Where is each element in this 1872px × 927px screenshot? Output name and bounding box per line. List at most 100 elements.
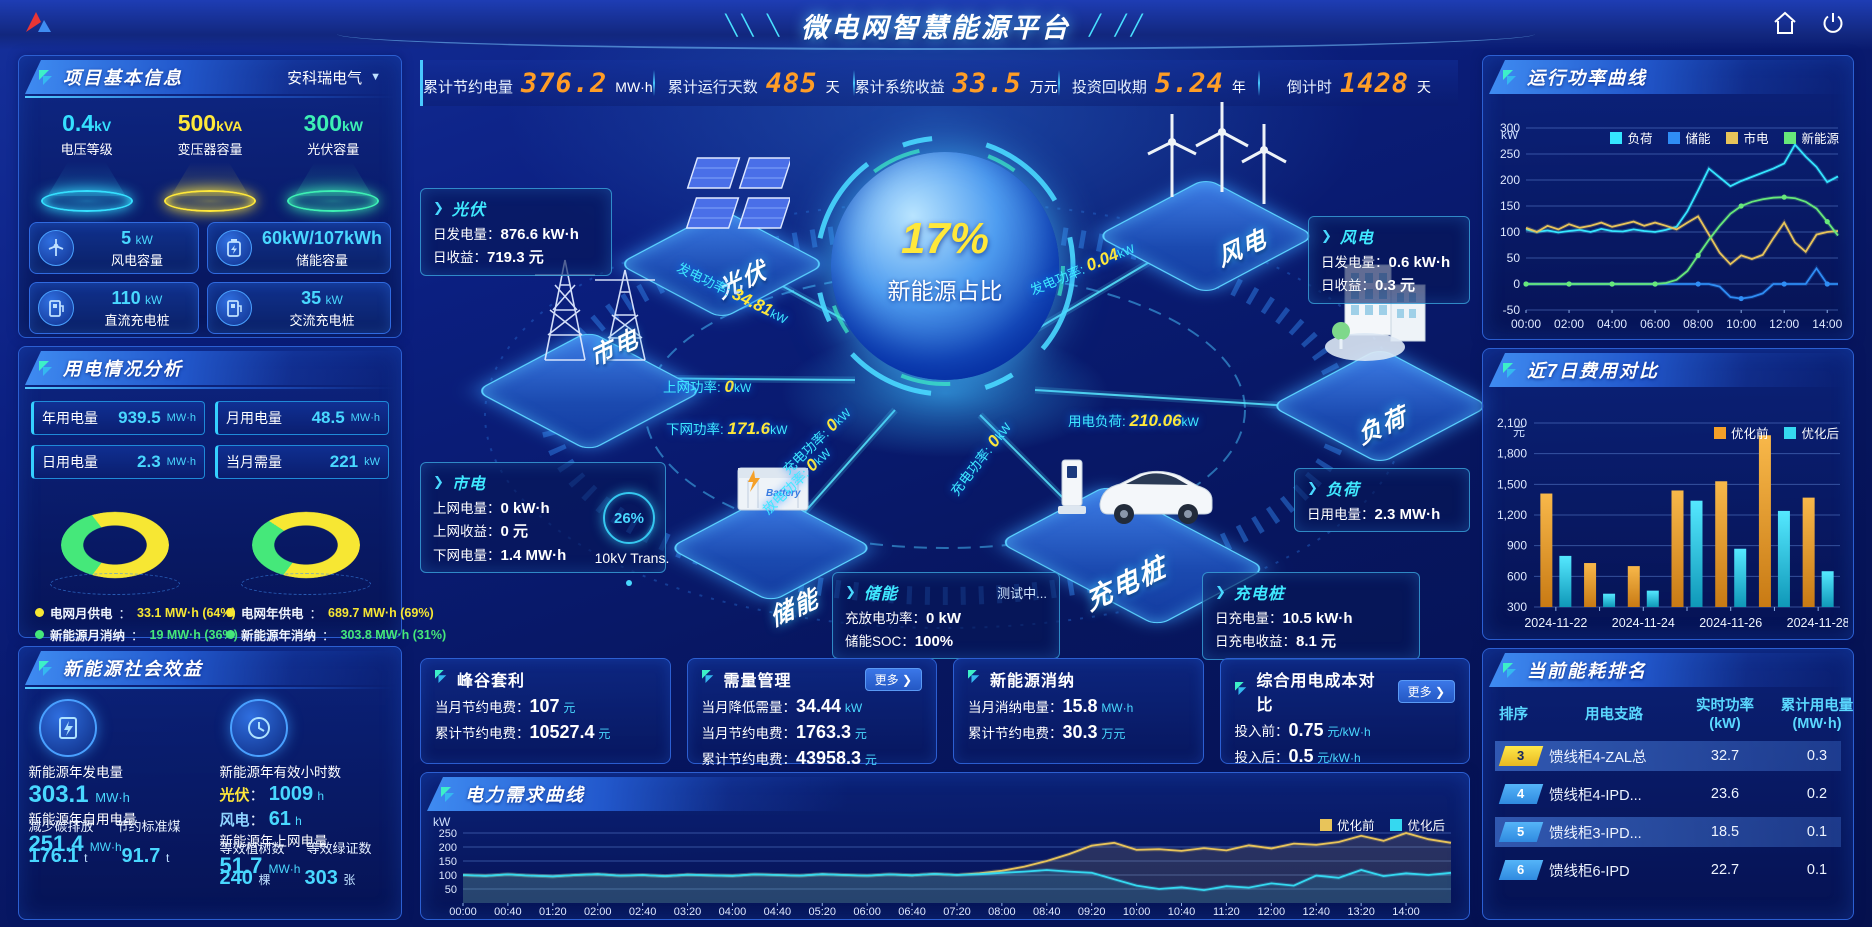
wind-turbine-icon	[38, 230, 74, 266]
pod-light-cone	[294, 162, 373, 196]
ranking-table: 排序 用电支路 实时功率 (kW) 累计用电量 (MW·h) 3 馈线柜4-ZAL总 32…	[1483, 687, 1853, 885]
storage-info-card: ❯储能 测试中... 充放电功率0 kW 储能SOC100%	[832, 572, 1060, 659]
kpi-label: 累计系统收益	[854, 78, 945, 96]
donut-chart	[251, 511, 360, 579]
benefit-row-unit: 元	[563, 701, 576, 715]
ranking-header-cell: 用电支路	[1585, 707, 1643, 724]
legend-swatch-icon	[1713, 426, 1726, 439]
capacity-card-value: 5 kW	[84, 228, 190, 249]
legend-swatch-icon	[1784, 131, 1797, 144]
card-arrow-icon: ❯	[433, 200, 444, 215]
benefit-row-unit: 万元	[1101, 727, 1126, 741]
capacity-card-label: 交流充电桩	[289, 312, 355, 328]
benefit-card-header: 综合用电成本对比 更多 ❯	[1234, 667, 1455, 715]
table-row[interactable]: 4 馈线柜4-IPD... 23.6 0.2	[1495, 779, 1841, 809]
capacity-card-label: 直流充电桩	[104, 312, 170, 328]
pod-value: 300kW	[278, 110, 388, 137]
kpi-label: 累计节约电量	[423, 78, 514, 96]
svg-text:00:00: 00:00	[449, 906, 477, 918]
donut-base-ring	[240, 573, 371, 595]
table-row[interactable]: 3 馈线柜4-ZAL总 32.7 0.3	[1495, 741, 1841, 772]
svg-text:100: 100	[1500, 225, 1520, 239]
panel-usage-analysis: 用电情况分析 年用电量 939.5 MW·h 月用电量 48.5 MW·h 日用电量 2.3 M…	[18, 346, 446, 643]
usage-stat: 年用电量 939.5 MW·h	[31, 401, 205, 435]
benefit-card-title: 峰谷套利	[457, 673, 526, 690]
social-left-column: 新能源年发电量 303.1 MW·h 新能源年自用电量 减少碳排放 节约标准煤 2…	[29, 697, 201, 889]
svg-text:150: 150	[439, 856, 457, 868]
legend-label: 新能源月消纳	[50, 629, 126, 643]
pod-label: 电压等级	[60, 142, 113, 157]
panel-corner-icon	[1503, 362, 1516, 378]
kpi-value: 376.2	[521, 67, 608, 99]
table-row[interactable]: 5 馈线柜3-IPD... 18.5 0.1	[1495, 817, 1841, 848]
supply-donut: 电网年供电： 689.7 MW·h (69%) 新能源年消纳： 303.8 MW·h …	[218, 489, 446, 644]
legend-swatch-icon	[1319, 818, 1332, 831]
benefit-row: 累计节约电费43958.3 元	[702, 748, 923, 769]
capacity-card-label: 风电容量	[110, 252, 163, 268]
table-row[interactable]: 6 馈线柜6-IPD 22.7 0.1	[1495, 855, 1841, 885]
kpi-bar: 累计节约电量 376.2 MW·h 累计运行天数 485 天累计系统收益 33.5 万元 投资回…	[420, 60, 1458, 106]
svg-text:1,800: 1,800	[1497, 447, 1527, 461]
legend-item: 新能源	[1784, 128, 1839, 147]
home-icon[interactable]	[1772, 10, 1798, 36]
social-right-column: 新能源年有效小时数 光伏： 1009 h 风电： 61 h 新能源年上网电量 等…	[220, 697, 392, 889]
power-icon[interactable]	[1820, 10, 1846, 36]
pod-value: 0.4kV	[32, 110, 142, 137]
panel-title: 当前能耗排名	[1527, 661, 1647, 681]
panel-title: 新能源社会效益	[63, 659, 203, 679]
rank-badge: 5	[1498, 822, 1544, 843]
benefit-row: 当月节约电费1763.3 元	[702, 722, 923, 743]
text: kW	[135, 232, 153, 247]
benefit-row-value: 43958.3	[796, 748, 862, 768]
svg-text:11:20: 11:20	[1213, 906, 1240, 918]
ranking-rank-cell: 3	[1495, 746, 1547, 767]
legend-item: 优化后	[1784, 423, 1839, 442]
pv-hours: 光伏： 1009 h	[219, 783, 325, 805]
text: 0.4	[62, 110, 95, 136]
svg-text:1,200: 1,200	[1497, 508, 1527, 522]
legend-swatch-icon	[1610, 131, 1623, 144]
panel-social-benefit: 新能源社会效益 新能源年发电量 303.1 MW·h 新能源年自用电量 减少碳排…	[18, 646, 402, 920]
capacity-card: 60kW/107kWh 储能容量	[206, 222, 391, 274]
social-metric-label: 新能源年发电量	[28, 765, 124, 780]
text: 5	[121, 227, 132, 248]
benefit-row-value: 1763.3	[796, 722, 852, 742]
card-arrow-icon: ❯	[845, 584, 856, 599]
pod-value: 500kVA	[155, 110, 265, 137]
renewable-share-label: 新能源占比	[887, 278, 1003, 304]
ranking-branch-cell: 馈线柜3-IPD...	[1549, 825, 1642, 842]
svg-text:06:40: 06:40	[898, 906, 926, 918]
legend-swatch-icon	[1668, 131, 1681, 144]
panel-corner-icon	[441, 786, 454, 802]
benefit-row: 累计节约电费10527.4 元	[435, 722, 656, 743]
panel-corner-icon	[39, 69, 52, 85]
legend-label: 优化后	[1407, 819, 1445, 833]
usage-stat-unit: kW	[364, 456, 380, 468]
benefit-row-label: 累计节约电费	[968, 726, 1063, 741]
panel-title: 电力需求曲线	[465, 785, 585, 805]
legend-label: 负荷	[1627, 132, 1653, 146]
benefit-row: 当月降低需量34.44 kW	[702, 696, 923, 717]
svg-text:04:00: 04:00	[719, 906, 747, 918]
kpi-separator	[1057, 70, 1060, 96]
usage-stat-label: 年用电量	[42, 410, 98, 426]
svg-text:13:20: 13:20	[1347, 906, 1375, 918]
renewable-share-sphere: 17% 新能源占比	[831, 152, 1059, 380]
power-legend: 负荷 储能 市电 新能源	[1610, 128, 1839, 147]
usage-stat-value: 939.5	[118, 408, 161, 427]
svg-text:14:00: 14:00	[1812, 317, 1842, 331]
energy-flow-diagram: 17% 新能源占比	[420, 102, 1491, 660]
renewable-share-value: 17%	[900, 214, 990, 263]
more-button[interactable]: 更多 ❯	[1397, 679, 1455, 703]
panel-corner-icon	[1503, 662, 1516, 678]
rank-number: 6	[1517, 862, 1525, 878]
svg-text:200: 200	[439, 842, 457, 854]
ranking-header-cell: 排序	[1499, 707, 1528, 724]
company-selector[interactable]: 安科瑞电气 ▼	[287, 67, 381, 88]
svg-text:08:40: 08:40	[1033, 906, 1061, 918]
more-button[interactable]: 更多 ❯	[864, 667, 922, 691]
benefit-row-unit: 元	[864, 753, 877, 767]
pod-disc	[40, 190, 133, 212]
panel-title: 近7日费用对比	[1527, 361, 1660, 381]
